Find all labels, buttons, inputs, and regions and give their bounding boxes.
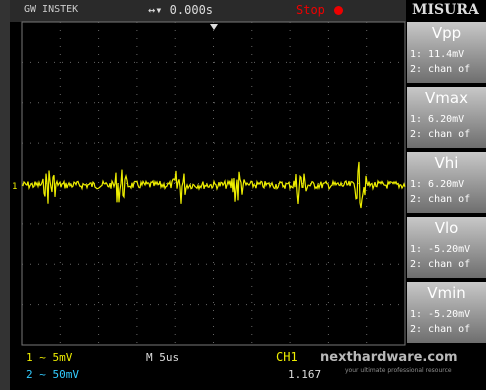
oscilloscope-screen: GW INSTEK ↔▾ 0.000s Stop MISURA 1 Vpp1: … bbox=[0, 0, 486, 390]
measurement-box: Vhi 1: 6.20mV 2: chan of bbox=[407, 152, 486, 213]
ch2-reading: 2: chan of bbox=[410, 64, 470, 75]
measurement-label: Vpp bbox=[407, 24, 486, 42]
ch2-reading: 2: chan of bbox=[410, 324, 470, 335]
ch1-reading: 1: -5.20mV bbox=[410, 309, 470, 320]
ch2-reading: 2: chan of bbox=[410, 129, 470, 140]
measurement-box: Vpp 1: 11.4mV 2: chan of bbox=[407, 22, 486, 83]
ch1-reading: 1: 6.20mV bbox=[410, 114, 464, 125]
ch1-scale: 1 ~ 5mV bbox=[26, 351, 72, 364]
measurement-label: Vmin bbox=[407, 284, 486, 302]
time-scale: M 5us bbox=[146, 351, 179, 364]
ch2-scale: 2 ~ 50mV bbox=[26, 368, 79, 381]
frequency: 1.167 bbox=[288, 368, 321, 381]
measurement-label: Vmax bbox=[407, 89, 486, 107]
measurement-box: Vmin 1: -5.20mV 2: chan of bbox=[407, 282, 486, 343]
watermark-tagline: your ultimate professional resource bbox=[345, 367, 452, 374]
ch1-reading: 1: 11.4mV bbox=[410, 49, 464, 60]
trigger-marker bbox=[210, 24, 218, 30]
watermark-site: nexthardware.com bbox=[320, 350, 458, 365]
trigger-source: CH1 bbox=[276, 350, 298, 364]
measurement-label: Vlo bbox=[407, 219, 486, 237]
ch1-reading: 1: -5.20mV bbox=[410, 244, 470, 255]
measurement-label: Vhi bbox=[407, 154, 486, 172]
waveform bbox=[22, 162, 405, 208]
measurement-box: Vlo 1: -5.20mV 2: chan of bbox=[407, 217, 486, 278]
measurement-box: Vmax 1: 6.20mV 2: chan of bbox=[407, 87, 486, 148]
ch2-reading: 2: chan of bbox=[410, 194, 470, 205]
ch1-marker: 1 bbox=[12, 182, 17, 192]
ch1-reading: 1: 6.20mV bbox=[410, 179, 464, 190]
ch2-reading: 2: chan of bbox=[410, 259, 470, 270]
